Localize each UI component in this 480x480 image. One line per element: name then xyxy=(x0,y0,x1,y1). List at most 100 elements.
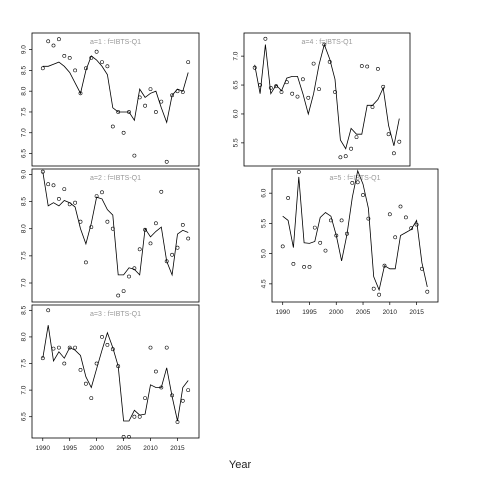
data-point xyxy=(143,396,148,401)
data-point xyxy=(73,345,78,350)
x-tick-label: 2010 xyxy=(143,445,158,452)
data-point xyxy=(116,293,121,298)
y-tick-label: 9.0 xyxy=(21,170,28,179)
data-point xyxy=(105,219,110,224)
y-tick-label: 6.0 xyxy=(261,188,268,197)
data-point xyxy=(354,135,359,140)
data-point xyxy=(110,124,115,129)
data-point xyxy=(312,225,317,230)
data-point xyxy=(62,361,67,366)
panel-title: a=3 : f=IBTS-Q1 xyxy=(90,311,141,318)
data-point xyxy=(67,56,72,60)
data-point xyxy=(343,154,348,159)
data-point xyxy=(296,170,301,174)
y-tick-label: 7.0 xyxy=(21,385,28,394)
data-point xyxy=(62,187,67,192)
panel-title: a=4 : f=IBTS-Q1 xyxy=(302,39,353,46)
x-tick-label: 1995 xyxy=(302,309,317,316)
data-point xyxy=(137,247,142,252)
y-tick-label: 8.5 xyxy=(21,66,28,75)
x-tick-label: 2010 xyxy=(383,309,398,316)
data-point xyxy=(132,153,137,158)
fitted-line xyxy=(282,169,428,292)
data-point xyxy=(46,308,51,313)
data-point xyxy=(355,180,360,185)
panel-1: a=1 : f=IBTS-Q1 6.5 7.0 7.5 8.0 8.5 9.0 xyxy=(21,32,200,167)
data-point xyxy=(317,87,321,92)
y-tick-label: 7.0 xyxy=(21,128,28,137)
data-point xyxy=(143,103,148,108)
data-point xyxy=(361,193,365,197)
data-point xyxy=(290,91,295,96)
y-tick-label: 8.0 xyxy=(21,224,28,233)
data-point xyxy=(286,196,291,200)
panel-frame xyxy=(243,32,411,167)
data-point xyxy=(338,155,343,160)
x-tick-label: 1990 xyxy=(36,445,51,452)
data-point xyxy=(148,241,153,246)
data-point xyxy=(359,64,364,68)
data-point xyxy=(180,398,185,403)
y-tick-label: 7.5 xyxy=(21,251,28,260)
x-tick-label: 1990 xyxy=(275,309,290,316)
data-point xyxy=(127,434,131,439)
data-point xyxy=(148,87,153,92)
data-point xyxy=(370,105,375,109)
data-point xyxy=(73,68,78,73)
data-point xyxy=(366,216,371,221)
data-point xyxy=(57,345,61,350)
data-point xyxy=(333,90,337,94)
x-tick-label: 1995 xyxy=(62,445,77,452)
data-point xyxy=(398,204,403,209)
data-point xyxy=(121,434,126,439)
data-point xyxy=(84,381,88,386)
data-point xyxy=(62,54,67,58)
panel-title: a=1 : f=IBTS-Q1 xyxy=(90,39,141,46)
data-point xyxy=(132,414,137,419)
data-point xyxy=(306,95,311,100)
y-tick-label: 5.5 xyxy=(233,138,240,147)
x-tick-label: 2015 xyxy=(409,309,424,316)
data-point xyxy=(371,286,376,291)
panel-title: a=5 : f=IBTS-Q1 xyxy=(330,175,381,182)
data-point xyxy=(318,240,323,245)
x-axis-title: Year xyxy=(228,459,252,471)
data-point xyxy=(137,414,142,419)
panel-frame xyxy=(31,168,200,303)
data-point xyxy=(153,369,158,374)
y-tick-label: 5.0 xyxy=(261,249,268,258)
data-point xyxy=(323,248,328,253)
data-point xyxy=(403,215,408,220)
data-point xyxy=(280,244,285,249)
data-point xyxy=(127,274,131,279)
x-tick-label: 2000 xyxy=(329,309,344,316)
data-point xyxy=(349,146,354,151)
panel-4: a=5 : f=IBTS-Q1 4.5 5.0 5.5 6.0 1990 1995 2000 2… xyxy=(261,168,439,316)
data-point xyxy=(105,342,110,347)
data-point xyxy=(295,94,300,99)
data-point xyxy=(100,334,104,339)
x-tick-label: 2005 xyxy=(356,309,371,316)
panel-2: a=4 : f=IBTS-Q1 5.5 6.0 6.5 7.0 xyxy=(233,32,411,167)
fitted-line xyxy=(42,325,189,422)
data-point xyxy=(377,292,382,297)
data-point xyxy=(186,236,191,241)
y-tick-label: 8.0 xyxy=(21,86,28,95)
y-tick-label: 4.5 xyxy=(261,279,268,288)
data-point xyxy=(73,200,78,205)
data-point xyxy=(40,66,45,71)
data-point xyxy=(375,67,380,71)
data-point xyxy=(57,196,61,201)
data-point xyxy=(100,190,104,195)
data-point xyxy=(46,182,51,187)
data-point xyxy=(51,346,56,351)
data-point xyxy=(328,218,333,223)
data-point xyxy=(391,151,396,156)
data-point xyxy=(57,37,61,42)
y-tick-label: 7.0 xyxy=(233,51,240,60)
data-point xyxy=(350,180,355,185)
data-point xyxy=(186,60,191,65)
data-point xyxy=(186,388,191,393)
fitted-line xyxy=(42,171,189,277)
data-point xyxy=(67,345,72,350)
